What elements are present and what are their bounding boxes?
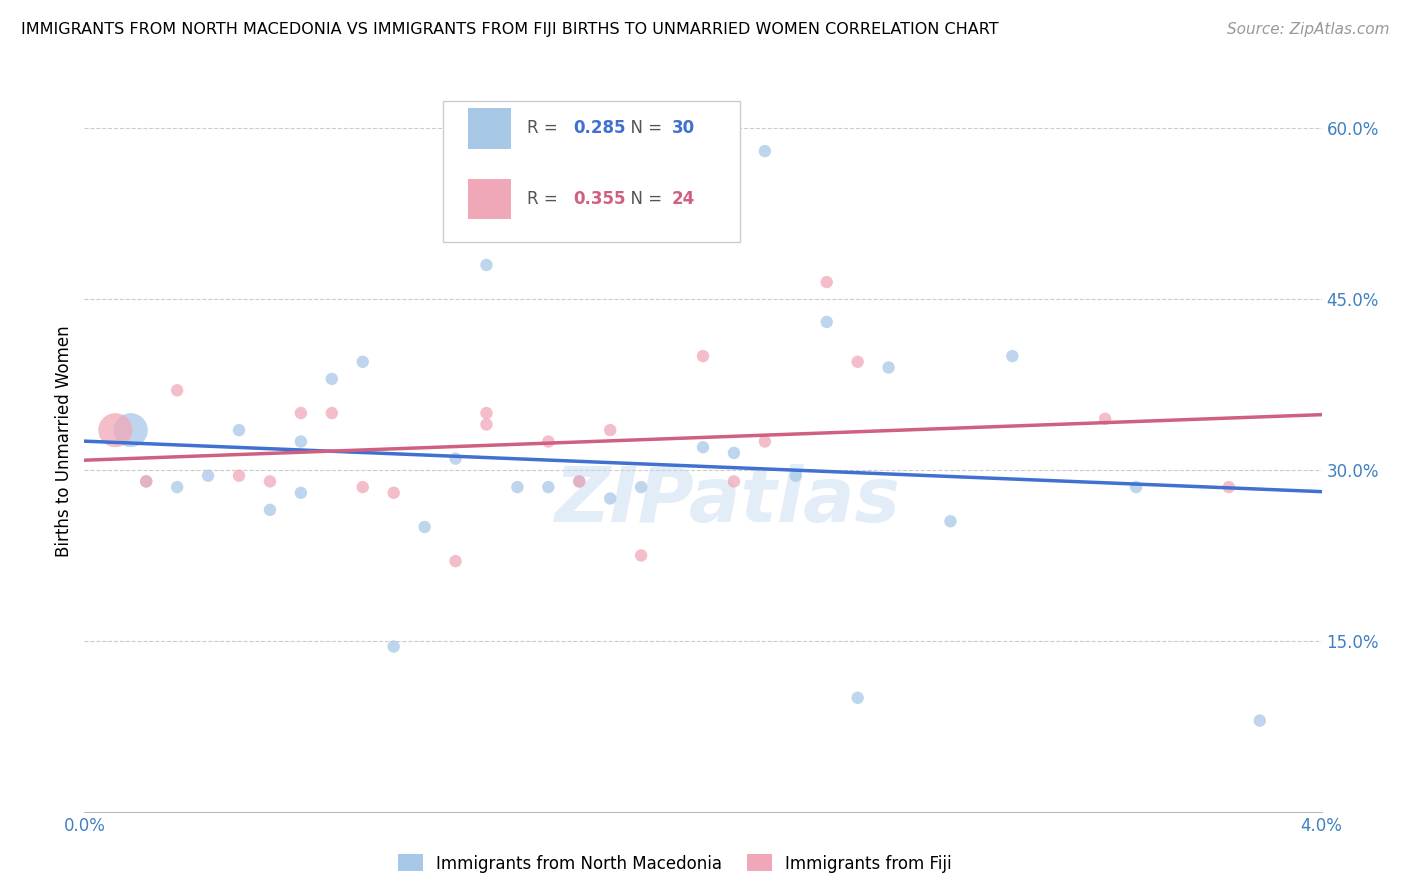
Text: N =: N = [620,120,668,137]
Point [630,480,652,494]
Point [568,475,591,489]
Point [939,514,962,528]
Point [537,434,560,449]
Point [846,690,869,705]
Text: 0.285: 0.285 [574,120,626,137]
Point [785,468,807,483]
Point [599,423,621,437]
Point [166,384,188,398]
Point [1001,349,1024,363]
Point [290,434,312,449]
Point [754,434,776,449]
Point [815,275,838,289]
Point [1218,480,1240,494]
Point [1249,714,1271,728]
Point [382,485,405,500]
Point [382,640,405,654]
Point [321,406,343,420]
Point [475,406,498,420]
Point [120,423,142,437]
Text: 30: 30 [672,120,695,137]
Text: IMMIGRANTS FROM NORTH MACEDONIA VS IMMIGRANTS FROM FIJI BIRTHS TO UNMARRIED WOME: IMMIGRANTS FROM NORTH MACEDONIA VS IMMIG… [21,22,998,37]
Point [352,480,374,494]
Point [630,549,652,563]
Point [259,475,281,489]
Point [723,475,745,489]
Point [321,372,343,386]
Point [413,520,436,534]
Point [599,491,621,506]
Point [228,423,250,437]
Text: R =: R = [527,120,564,137]
Point [135,475,157,489]
Point [506,480,529,494]
Point [754,144,776,158]
Point [846,355,869,369]
Legend: Immigrants from North Macedonia, Immigrants from Fiji: Immigrants from North Macedonia, Immigra… [391,847,959,880]
Point [290,406,312,420]
Point [259,503,281,517]
Point [815,315,838,329]
Point [228,468,250,483]
Point [692,349,714,363]
Point [166,480,188,494]
Point [1094,411,1116,425]
Point [135,475,157,489]
Point [197,468,219,483]
Point [537,480,560,494]
Point [290,485,312,500]
Point [692,440,714,454]
FancyBboxPatch shape [468,178,512,219]
Y-axis label: Births to Unmarried Women: Births to Unmarried Women [55,326,73,558]
Point [352,355,374,369]
Point [475,417,498,432]
Point [104,423,127,437]
FancyBboxPatch shape [468,108,512,149]
FancyBboxPatch shape [443,101,740,242]
Point [444,451,467,466]
Point [444,554,467,568]
Point [475,258,498,272]
Text: 0.355: 0.355 [574,190,626,208]
Text: 24: 24 [672,190,696,208]
Point [1125,480,1147,494]
Point [877,360,900,375]
Text: Source: ZipAtlas.com: Source: ZipAtlas.com [1226,22,1389,37]
Point [568,475,591,489]
Point [723,446,745,460]
Text: R =: R = [527,190,564,208]
Text: N =: N = [620,190,668,208]
Text: ZIPatlas: ZIPatlas [555,464,901,538]
